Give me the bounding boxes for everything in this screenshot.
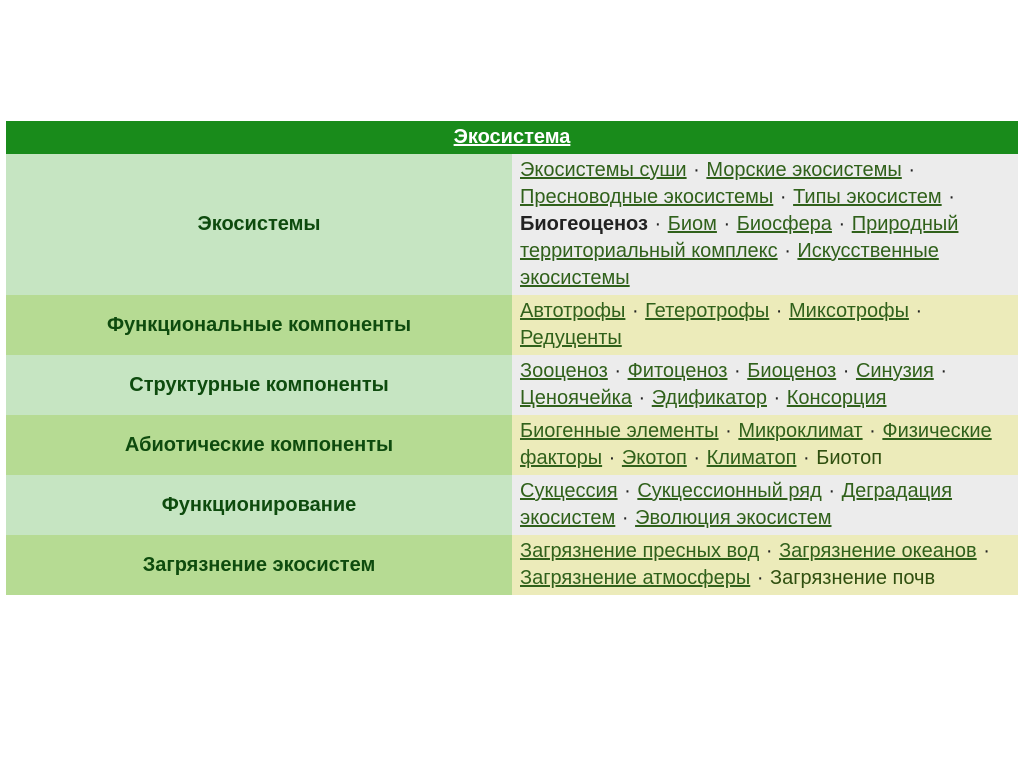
nav-link[interactable]: Экосистемы суши — [520, 159, 687, 181]
row-content: Загрязнение пресных вод · Загрязнение ок… — [512, 535, 1018, 595]
nav-link[interactable]: Биоценоз — [747, 360, 836, 382]
table-row: ФункционированиеСукцессия · Сукцессионны… — [6, 475, 1018, 535]
row-label: Структурные компоненты — [6, 355, 512, 415]
row-label: Загрязнение экосистем — [6, 535, 512, 595]
separator: · — [902, 159, 916, 181]
nav-link[interactable]: Ценоячейка — [520, 387, 632, 409]
nav-link[interactable]: Микроклимат — [738, 420, 862, 442]
separator: · — [863, 420, 883, 442]
separator: · — [769, 300, 789, 322]
nav-link[interactable]: Загрязнение океанов — [779, 540, 977, 562]
nav-link[interactable]: Биосфера — [737, 213, 832, 235]
nav-link[interactable]: Климатоп — [707, 447, 797, 469]
separator: · — [767, 387, 787, 409]
nav-text: Биотоп — [816, 447, 882, 469]
row-content: Биогенные элементы · Микроклимат · Физич… — [512, 415, 1018, 475]
table-row: Загрязнение экосистемЗагрязнение пресных… — [6, 535, 1018, 595]
separator: · — [796, 447, 816, 469]
separator: · — [773, 186, 793, 208]
nav-link[interactable]: Гетеротрофы — [645, 300, 769, 322]
table-wrapper: Экосистема ЭкосистемыЭкосистемы суши · М… — [0, 0, 1024, 595]
nav-link[interactable]: Загрязнение атмосферы — [520, 567, 750, 589]
separator: · — [608, 360, 628, 382]
separator: · — [632, 387, 652, 409]
nav-link[interactable]: Сукцессионный ряд — [637, 480, 821, 502]
nav-link[interactable]: Типы экосистем — [793, 186, 942, 208]
title-row: Экосистема — [6, 121, 1018, 154]
separator: · — [648, 213, 668, 235]
row-label: Функциональные компоненты — [6, 295, 512, 355]
nav-link[interactable]: Экотоп — [622, 447, 687, 469]
separator: · — [719, 420, 739, 442]
table-row: Структурные компонентыЗооценоз · Фитоцен… — [6, 355, 1018, 415]
separator: · — [750, 567, 770, 589]
row-content: Автотрофы · Гетеротрофы · Миксотрофы · Р… — [512, 295, 1018, 355]
separator: · — [687, 159, 707, 181]
table-row: Функциональные компонентыАвтотрофы · Гет… — [6, 295, 1018, 355]
nav-link[interactable]: Биом — [668, 213, 717, 235]
ecosystem-navbox: Экосистема ЭкосистемыЭкосистемы суши · М… — [6, 121, 1018, 595]
separator: · — [687, 447, 707, 469]
nav-link[interactable]: Пресноводные экосистемы — [520, 186, 773, 208]
separator: · — [832, 213, 852, 235]
nav-link[interactable]: Фитоценоз — [628, 360, 728, 382]
nav-link[interactable]: Синузия — [856, 360, 934, 382]
separator: · — [778, 240, 798, 262]
separator: · — [909, 300, 923, 322]
row-label: Функционирование — [6, 475, 512, 535]
separator: · — [602, 447, 622, 469]
table-row: Абиотические компонентыБиогенные элемент… — [6, 415, 1018, 475]
separator: · — [618, 480, 638, 502]
separator: · — [727, 360, 747, 382]
separator: · — [977, 540, 991, 562]
row-label: Экосистемы — [6, 154, 512, 295]
separator: · — [934, 360, 948, 382]
title-cell: Экосистема — [6, 121, 1018, 154]
nav-link[interactable]: Редуценты — [520, 327, 622, 349]
nav-link[interactable]: Морские экосистемы — [706, 159, 901, 181]
separator: · — [615, 507, 635, 529]
row-content: Зооценоз · Фитоценоз · Биоценоз · Синузи… — [512, 355, 1018, 415]
separator: · — [942, 186, 956, 208]
nav-link[interactable]: Загрязнение пресных вод — [520, 540, 759, 562]
nav-link[interactable]: Миксотрофы — [789, 300, 909, 322]
nav-link[interactable]: Эволюция экосистем — [635, 507, 831, 529]
nav-link[interactable]: Сукцессия — [520, 480, 618, 502]
nav-text-bold: Биогеоценоз — [520, 213, 648, 235]
table-row: ЭкосистемыЭкосистемы суши · Морские экос… — [6, 154, 1018, 295]
separator: · — [717, 213, 737, 235]
separator: · — [759, 540, 779, 562]
nav-text: Загрязнение почв — [770, 567, 935, 589]
nav-link[interactable]: Консорция — [787, 387, 887, 409]
title-link[interactable]: Экосистема — [454, 126, 571, 148]
row-label: Абиотические компоненты — [6, 415, 512, 475]
row-content: Сукцессия · Сукцессионный ряд · Деградац… — [512, 475, 1018, 535]
separator: · — [625, 300, 645, 322]
separator: · — [836, 360, 856, 382]
separator: · — [822, 480, 842, 502]
nav-link[interactable]: Эдификатор — [652, 387, 767, 409]
nav-link[interactable]: Автотрофы — [520, 300, 625, 322]
nav-link[interactable]: Биогенные элементы — [520, 420, 719, 442]
row-content: Экосистемы суши · Морские экосистемы · П… — [512, 154, 1018, 295]
nav-link[interactable]: Зооценоз — [520, 360, 608, 382]
